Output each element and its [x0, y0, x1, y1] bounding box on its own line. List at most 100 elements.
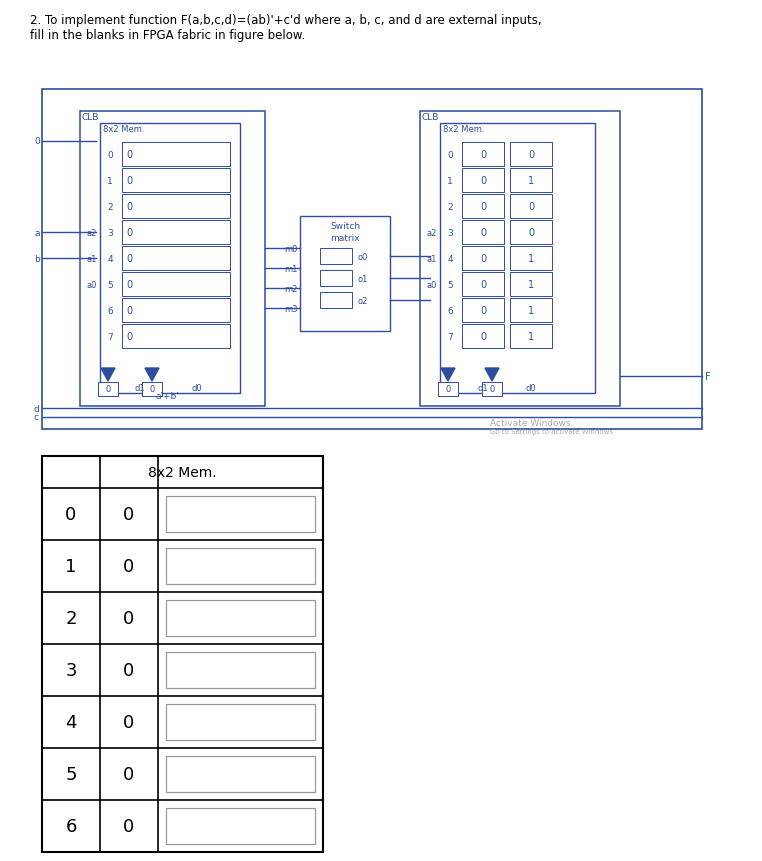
Text: 0: 0 — [480, 150, 486, 160]
Text: m2: m2 — [285, 284, 298, 293]
Text: a1: a1 — [427, 254, 437, 263]
Text: 4: 4 — [447, 254, 453, 263]
Text: a0: a0 — [427, 280, 437, 289]
Bar — [510, 220, 552, 245]
Bar — [122, 220, 230, 245]
Text: o0: o0 — [358, 252, 368, 261]
Bar — [462, 247, 504, 270]
Text: 0: 0 — [528, 150, 534, 160]
Text: 1: 1 — [528, 254, 534, 263]
Bar — [142, 382, 162, 397]
Text: 0: 0 — [66, 505, 77, 523]
Text: 0: 0 — [126, 254, 132, 263]
Polygon shape — [441, 369, 455, 381]
Text: 0: 0 — [480, 176, 486, 186]
Text: 2: 2 — [447, 202, 453, 211]
Bar — [166, 497, 315, 532]
Text: 0: 0 — [480, 228, 486, 238]
Text: d0: d0 — [526, 383, 536, 393]
Text: 0: 0 — [149, 385, 155, 394]
Text: 1: 1 — [528, 280, 534, 289]
Bar — [482, 382, 502, 397]
Text: 8x2 Mem.: 8x2 Mem. — [148, 466, 217, 480]
Text: 1: 1 — [528, 331, 534, 342]
Text: 3: 3 — [107, 228, 113, 238]
Bar — [462, 273, 504, 297]
Bar — [320, 249, 352, 264]
Text: 5: 5 — [66, 765, 77, 784]
Text: m1: m1 — [285, 264, 298, 273]
Text: F: F — [705, 372, 711, 381]
Bar — [166, 548, 315, 585]
Text: 0: 0 — [126, 176, 132, 186]
Text: 0: 0 — [123, 765, 135, 784]
Text: Switch: Switch — [330, 222, 360, 231]
Text: 0: 0 — [445, 385, 450, 394]
Text: 0: 0 — [105, 385, 110, 394]
Bar — [462, 169, 504, 193]
Text: 7: 7 — [107, 332, 113, 341]
Text: matrix: matrix — [330, 233, 360, 243]
Bar — [510, 325, 552, 349]
Text: 0: 0 — [126, 280, 132, 289]
Text: 0: 0 — [107, 151, 113, 159]
Text: fill in the blanks in FPGA fabric in figure below.: fill in the blanks in FPGA fabric in fig… — [30, 29, 305, 42]
Text: 0: 0 — [480, 331, 486, 342]
Bar — [122, 143, 230, 167]
Text: 0: 0 — [123, 817, 135, 835]
Text: 0: 0 — [123, 505, 135, 523]
Text: a: a — [34, 228, 40, 238]
Bar — [122, 325, 230, 349]
Bar — [510, 273, 552, 297]
Text: a1: a1 — [87, 254, 97, 263]
Text: 0: 0 — [126, 306, 132, 316]
Text: o1: o1 — [358, 274, 368, 283]
Bar — [462, 143, 504, 167]
Bar — [122, 169, 230, 193]
Text: a'+b': a'+b' — [155, 392, 179, 400]
Text: 0: 0 — [126, 228, 132, 238]
Bar — [122, 195, 230, 219]
Bar — [122, 273, 230, 297]
Text: 6: 6 — [447, 307, 453, 315]
Bar — [122, 247, 230, 270]
Text: 1: 1 — [528, 176, 534, 186]
Bar — [462, 195, 504, 219]
Text: a2: a2 — [87, 228, 97, 238]
Bar — [42, 90, 702, 430]
Bar — [510, 247, 552, 270]
Text: 0: 0 — [123, 661, 135, 679]
Text: b: b — [34, 254, 40, 263]
Text: a0: a0 — [87, 280, 97, 289]
Text: 0: 0 — [123, 557, 135, 575]
Bar — [166, 808, 315, 844]
Bar — [510, 195, 552, 219]
Text: 3: 3 — [66, 661, 77, 679]
Text: 1: 1 — [66, 557, 77, 575]
Text: d1: d1 — [135, 383, 146, 393]
Bar — [320, 270, 352, 287]
Text: d0: d0 — [192, 383, 203, 393]
Bar — [166, 600, 315, 636]
Polygon shape — [145, 369, 159, 381]
Text: 5: 5 — [447, 280, 453, 289]
Text: 8x2 Mem.: 8x2 Mem. — [443, 125, 485, 133]
Text: 1: 1 — [447, 177, 453, 185]
Text: d: d — [34, 404, 39, 413]
Text: 2: 2 — [66, 610, 77, 628]
Text: c: c — [34, 413, 39, 422]
Bar — [80, 112, 265, 406]
Bar — [510, 169, 552, 193]
Text: a2: a2 — [427, 228, 437, 238]
Text: 4: 4 — [107, 254, 113, 263]
Text: 0: 0 — [126, 331, 132, 342]
Text: 7: 7 — [447, 332, 453, 341]
Text: o2: o2 — [358, 296, 368, 305]
Bar — [438, 382, 458, 397]
Bar — [100, 124, 240, 393]
Polygon shape — [101, 369, 115, 381]
Bar — [300, 217, 390, 331]
Bar — [462, 325, 504, 349]
Bar — [166, 653, 315, 688]
Bar — [462, 299, 504, 323]
